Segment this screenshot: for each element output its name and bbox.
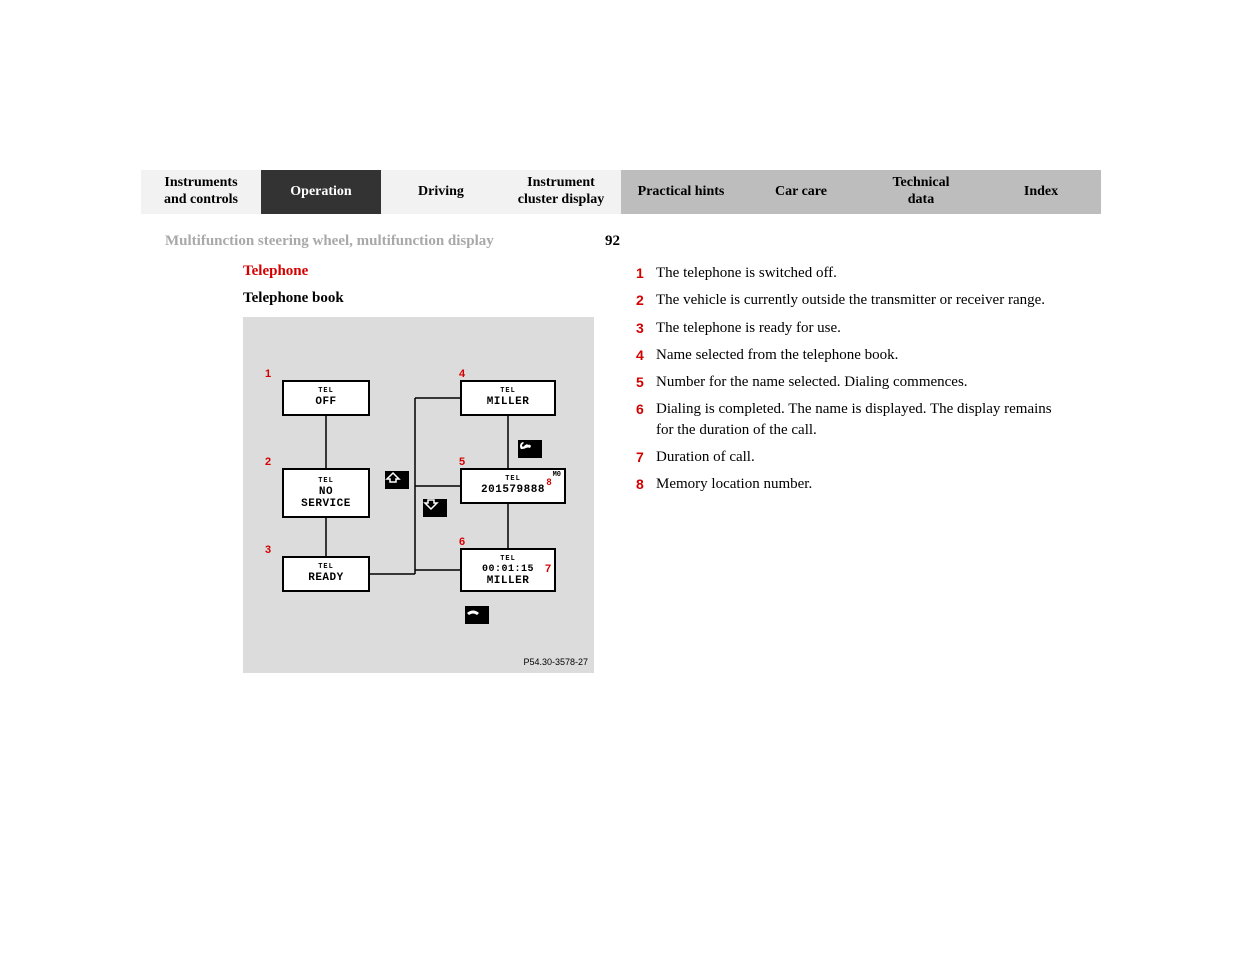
section-title: Multifunction steering wheel, multifunct… — [165, 233, 494, 250]
callout-4: 4 — [459, 368, 465, 380]
page-number: 92 — [605, 233, 620, 250]
callout-8: 8 — [546, 477, 552, 487]
legend-text: Number for the name selected. Dialing co… — [656, 372, 968, 392]
tel-label: TEL — [318, 564, 334, 571]
legend-num: 4 — [636, 345, 656, 365]
legend-text: Memory location number. — [656, 474, 812, 494]
tel-label: TEL — [500, 388, 516, 395]
legend-row: 1The telephone is switched off. — [636, 263, 1056, 283]
callout-5: 5 — [459, 456, 465, 468]
display-line: MILLER — [487, 575, 530, 587]
legend-text: The vehicle is currently outside the tra… — [656, 290, 1045, 310]
legend-text: The telephone is ready for use. — [656, 318, 841, 338]
display-line: NO — [319, 486, 333, 498]
arrow-up-icon — [385, 471, 409, 489]
legend-text: The telephone is switched off. — [656, 263, 837, 283]
tab-driving[interactable]: Driving — [381, 170, 501, 214]
display-box-off: TEL OFF — [282, 380, 370, 416]
display-box-ready: TEL READY — [282, 556, 370, 592]
display-box-no-service: TEL NO SERVICE — [282, 468, 370, 518]
callout-2: 2 — [265, 456, 271, 468]
legend-row: 4Name selected from the telephone book. — [636, 345, 1056, 365]
tel-label: TEL — [318, 478, 334, 485]
display-box-name: TEL MILLER — [460, 380, 556, 416]
legend-num: 8 — [636, 474, 656, 494]
tab-operation[interactable]: Operation — [261, 170, 381, 214]
call-duration: 00:01:15 — [482, 564, 534, 575]
display-line: SERVICE — [301, 498, 351, 510]
tab-index[interactable]: Index — [981, 170, 1101, 214]
display-line: MILLER — [487, 396, 530, 408]
legend-text: Duration of call. — [656, 447, 755, 467]
display-line: READY — [308, 572, 344, 584]
telephone-flow-diagram: TEL OFF TEL NO SERVICE TEL READY TEL MIL… — [243, 317, 594, 673]
callout-1: 1 — [265, 368, 271, 380]
legend-num: 7 — [636, 447, 656, 467]
callout-6: 6 — [459, 536, 465, 548]
display-line: OFF — [315, 396, 336, 408]
tab-bar: Instruments and controls Operation Drivi… — [141, 170, 1101, 214]
tab-cluster-display[interactable]: Instrument cluster display — [501, 170, 621, 214]
tel-label: TEL — [318, 388, 334, 395]
phone-pickup-icon — [518, 440, 542, 458]
display-box-number: TEL M0 8 201579888 — [460, 468, 566, 504]
callout-3: 3 — [265, 544, 271, 556]
display-box-call: TEL 00:01:15 MILLER — [460, 548, 556, 592]
heading-telephone: Telephone — [243, 263, 308, 280]
phone-hangup-icon — [465, 606, 489, 624]
legend-num: 2 — [636, 290, 656, 310]
legend-num: 3 — [636, 318, 656, 338]
memory-label: M0 — [553, 471, 561, 479]
legend-row: 7Duration of call. — [636, 447, 1056, 467]
display-line: 201579888 — [481, 484, 545, 496]
legend-row: 5Number for the name selected. Dialing c… — [636, 372, 1056, 392]
arrow-down-icon — [423, 499, 447, 517]
legend-row: 3The telephone is ready for use. — [636, 318, 1056, 338]
legend: 1The telephone is switched off. 2The veh… — [636, 263, 1056, 501]
tab-practical-hints[interactable]: Practical hints — [621, 170, 741, 214]
tab-technical-data[interactable]: Technical data — [861, 170, 981, 214]
tel-label: TEL — [500, 556, 516, 563]
callout-7: 7 — [545, 563, 551, 575]
tel-label: TEL — [505, 476, 521, 483]
legend-text: Name selected from the telephone book. — [656, 345, 898, 365]
figure-id: P54.30-3578-27 — [523, 657, 588, 667]
legend-row: 2The vehicle is currently outside the tr… — [636, 290, 1056, 310]
tab-car-care[interactable]: Car care — [741, 170, 861, 214]
legend-row: 8Memory location number. — [636, 474, 1056, 494]
heading-telephone-book: Telephone book — [243, 290, 344, 307]
legend-text: Dialing is completed. The name is displa… — [656, 399, 1056, 440]
tab-instruments[interactable]: Instruments and controls — [141, 170, 261, 214]
legend-num: 5 — [636, 372, 656, 392]
legend-num: 6 — [636, 399, 656, 419]
legend-num: 1 — [636, 263, 656, 283]
legend-row: 6Dialing is completed. The name is displ… — [636, 399, 1056, 440]
